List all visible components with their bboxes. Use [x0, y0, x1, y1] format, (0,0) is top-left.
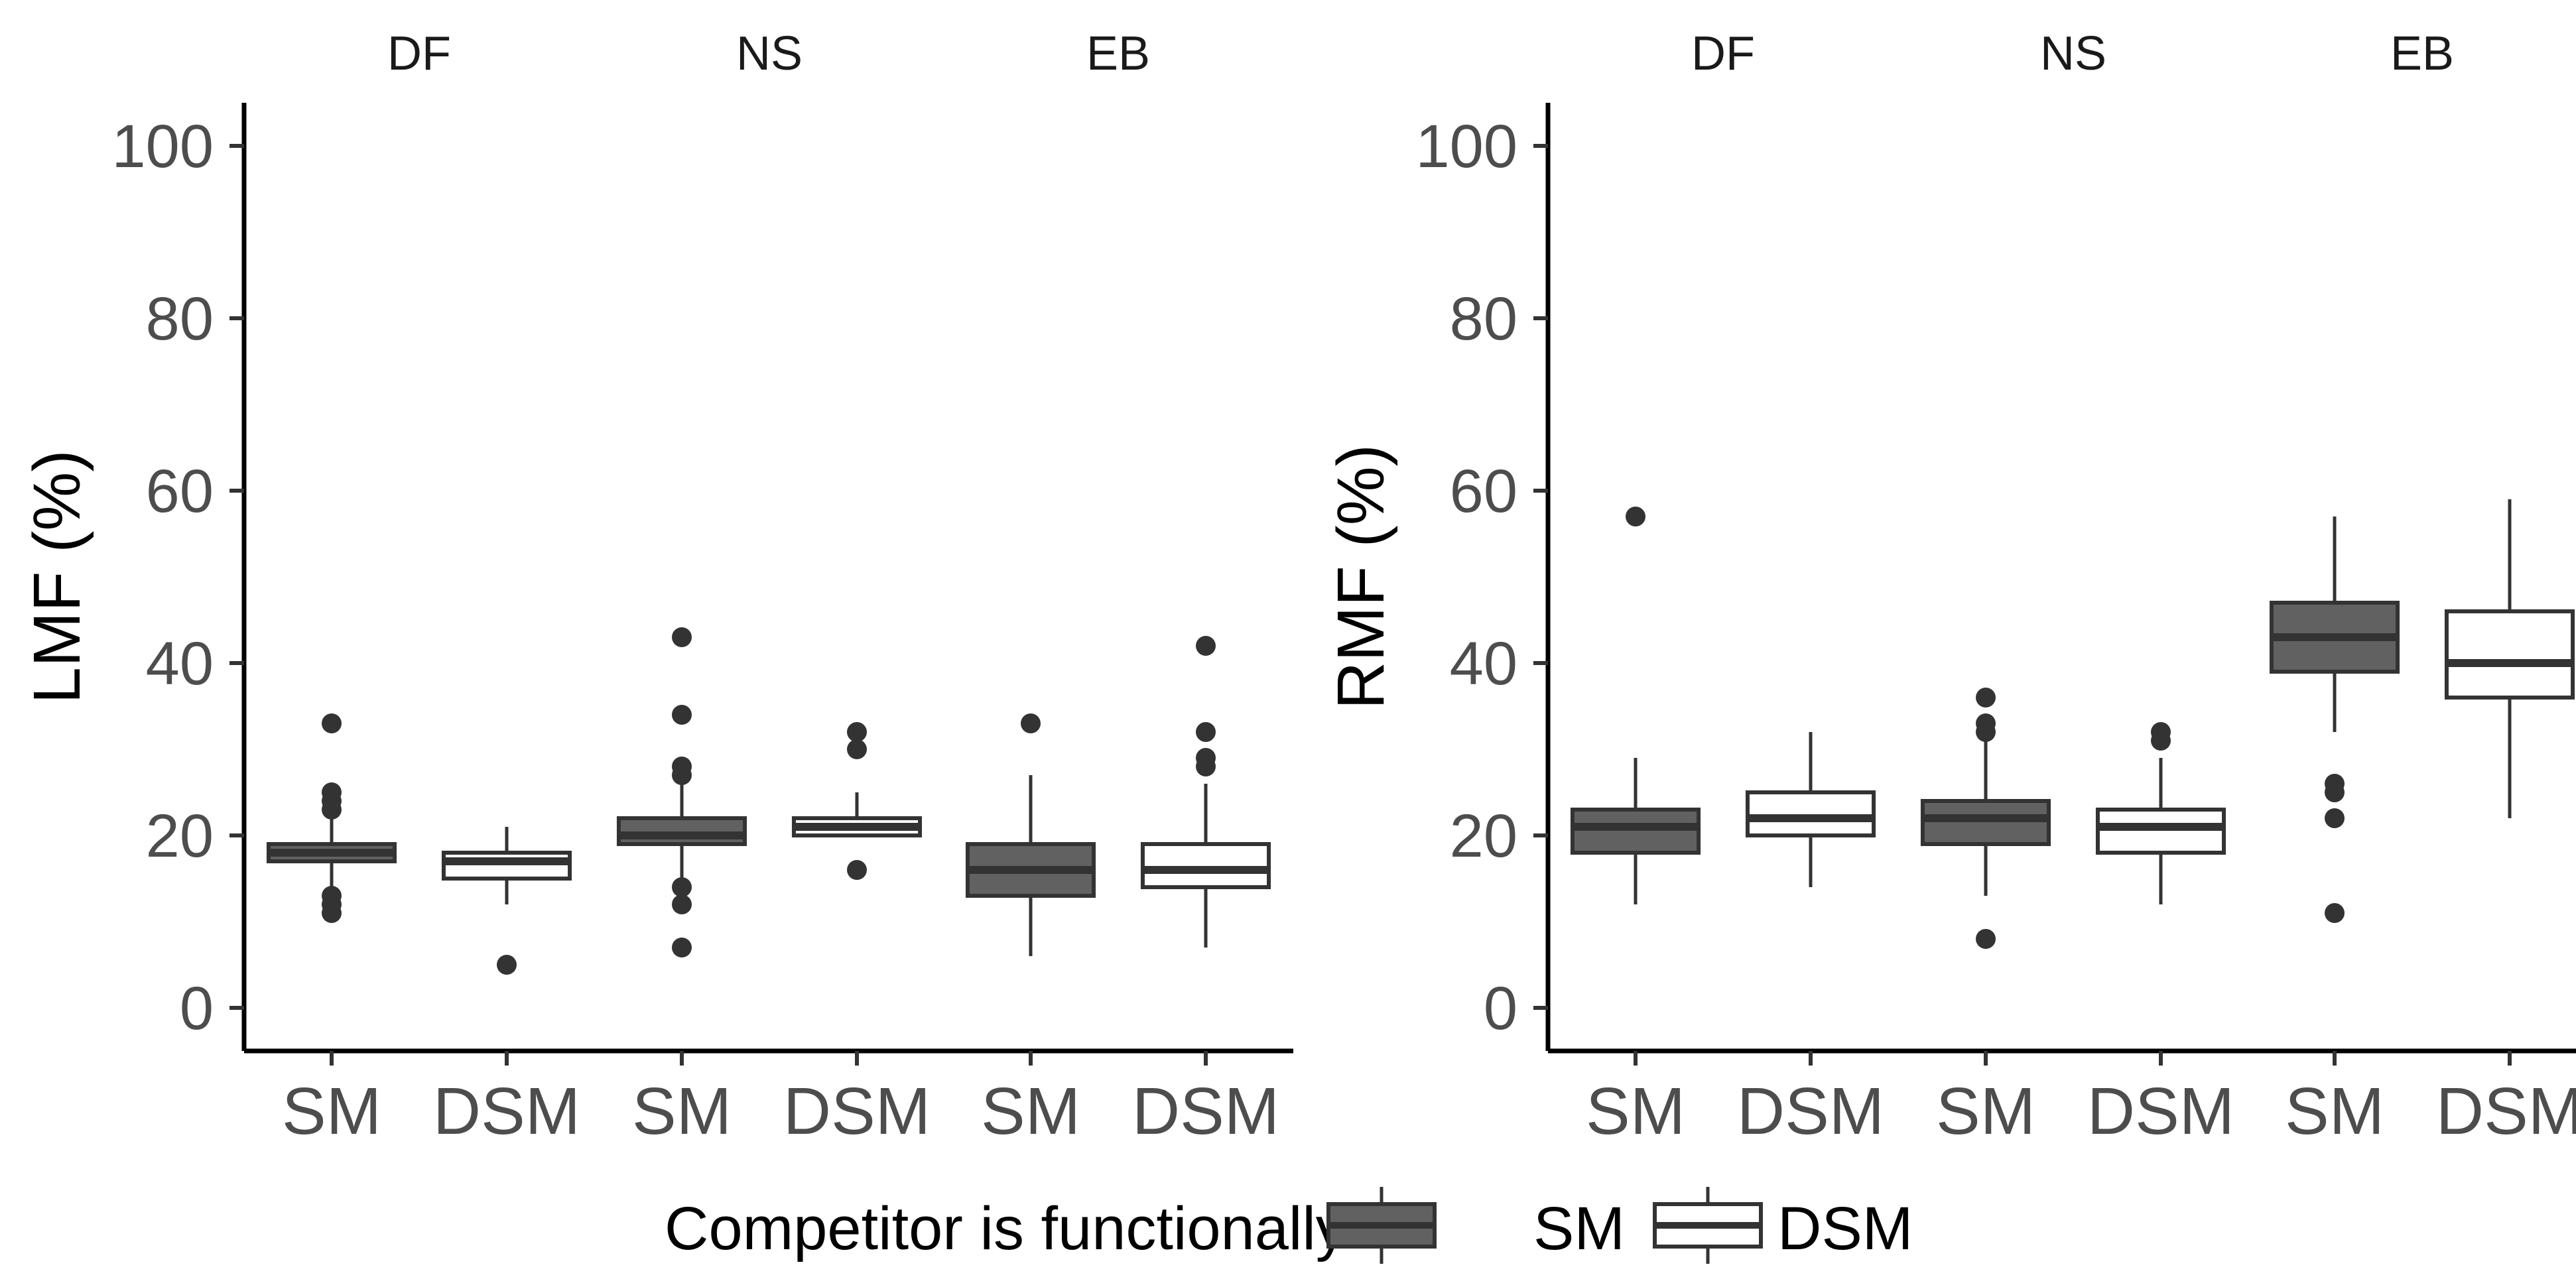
panel-label-rmf-ns: NS — [2040, 27, 2106, 80]
box-rect-rmf-eb-dsm — [2444, 609, 2575, 700]
x-tick-label-rmf-eb-dsm: DSM — [2436, 1074, 2576, 1148]
outlier-lmf-ns-dsm-1 — [847, 739, 867, 759]
y-tick-label-rmf-60: 60 — [1450, 458, 1517, 525]
outlier-lmf-df-sm-5 — [322, 782, 342, 802]
panel-rmf-eb: EB SM DSM — [2247, 27, 2576, 1148]
panel-label-lmf-eb: EB — [1086, 27, 1150, 80]
panel-lmf-ns: NS SM DSM — [594, 27, 944, 1148]
outlier-lmf-eb-sm-0 — [1021, 713, 1041, 733]
box-rmf-ns-dsm: DSM — [2087, 722, 2234, 1148]
outlier-lmf-ns-sm-1 — [672, 894, 692, 914]
y-tick-label-rmf-20: 20 — [1450, 802, 1517, 870]
outlier-rmf-ns-sm-3 — [1976, 688, 1996, 707]
x-tick-label-lmf-eb-sm: SM — [981, 1074, 1080, 1148]
y-tick-label-lmf-80: 80 — [146, 285, 214, 353]
outlier-lmf-ns-sm-0 — [672, 938, 692, 957]
box-rect-rmf-ns-dsm — [2095, 808, 2226, 855]
y-tick-label-lmf-100: 100 — [112, 113, 214, 180]
outlier-rmf-ns-dsm-1 — [2151, 722, 2171, 742]
outlier-lmf-ns-sm-2 — [672, 877, 692, 897]
x-tick-label-rmf-df-dsm: DSM — [1737, 1074, 1884, 1148]
panel-label-rmf-eb: EB — [2390, 27, 2454, 80]
y-axis-label-rmf: RMF (%) — [1324, 444, 1398, 709]
y-tick-label-rmf-100: 100 — [1416, 113, 1518, 180]
outlier-lmf-ns-dsm-2 — [847, 722, 867, 742]
box-rmf-eb-sm: SM — [2269, 517, 2400, 1148]
outlier-lmf-eb-dsm-3 — [1196, 636, 1216, 656]
legend-label-dsm: DSM — [1777, 1195, 1913, 1262]
x-tick-label-lmf-df-sm: SM — [282, 1074, 381, 1148]
outlier-rmf-ns-sm-0 — [1976, 929, 1996, 949]
plots: 0 20 40 60 80 100 LMF (%) DF SM DSM NS SM DSM EB SM DSM… — [20, 27, 2576, 1148]
y-tick-label-lmf-0: 0 — [180, 975, 214, 1042]
legend-title: Competitor is functionally — [665, 1195, 1346, 1262]
y-tick-label-lmf-20: 20 — [146, 802, 214, 870]
box-rect-rmf-ns-sm — [1920, 799, 2051, 846]
outlier-lmf-ns-sm-6 — [672, 627, 692, 647]
legend-key-sm — [1326, 1187, 1437, 1264]
panel-lmf-eb: EB SM DSM — [943, 27, 1293, 1148]
outlier-lmf-ns-sm-4 — [672, 757, 692, 776]
y-axis-label-lmf: LMF (%) — [20, 450, 94, 704]
y-tick-label-lmf-60: 60 — [146, 458, 214, 525]
x-tick-label-rmf-df-sm: SM — [1586, 1074, 1685, 1148]
outlier-lmf-ns-sm-5 — [672, 705, 692, 725]
box-lmf-eb-dsm: DSM — [1132, 636, 1279, 1148]
panel-label-lmf-ns: NS — [736, 27, 803, 80]
y-tick-label-lmf-40: 40 — [146, 630, 214, 698]
y-tick-label-rmf-0: 0 — [1484, 975, 1517, 1042]
box-rect-rmf-df-sm — [1570, 808, 1701, 855]
y-tick-label-rmf-80: 80 — [1450, 285, 1517, 353]
outlier-lmf-df-dsm-0 — [497, 955, 517, 975]
legend-key-dsm — [1653, 1187, 1763, 1264]
box-rmf-ns-sm: SM — [1920, 688, 2051, 1148]
x-tick-label-lmf-ns-sm: SM — [632, 1074, 732, 1148]
legend-label-sm: SM — [1533, 1195, 1625, 1262]
outlier-rmf-df-sm-0 — [1626, 507, 1645, 526]
outlier-lmf-eb-dsm-1 — [1196, 748, 1216, 768]
panel-label-lmf-df: DF — [387, 27, 451, 80]
outlier-rmf-eb-sm-1 — [2325, 808, 2345, 828]
x-tick-label-lmf-eb-dsm: DSM — [1132, 1074, 1279, 1148]
box-rect-lmf-df-dsm — [441, 851, 572, 881]
x-tick-label-lmf-ns-dsm: DSM — [783, 1074, 931, 1148]
outlier-rmf-eb-sm-0 — [2325, 903, 2345, 923]
box-rmf-df-sm: SM — [1570, 507, 1701, 1148]
x-tick-label-rmf-ns-dsm: DSM — [2087, 1074, 2234, 1148]
outlier-rmf-eb-sm-3 — [2325, 774, 2345, 794]
box-lmf-ns-dsm: DSM — [783, 722, 931, 1148]
x-tick-label-rmf-ns-sm: SM — [1936, 1074, 2035, 1148]
panel-rmf-df: DF SM DSM — [1548, 27, 1898, 1148]
panel-rmf-ns: NS SM DSM — [1898, 27, 2248, 1148]
box-rmf-df-dsm: DSM — [1737, 732, 1884, 1148]
outlier-lmf-ns-dsm-0 — [847, 860, 867, 880]
box-rmf-eb-dsm: DSM — [2436, 499, 2576, 1148]
box-lmf-eb-sm: SM — [965, 713, 1096, 1148]
outlier-lmf-df-sm-2 — [322, 886, 342, 906]
y-tick-label-rmf-40: 40 — [1450, 630, 1517, 698]
box-rect-rmf-df-dsm — [1745, 790, 1876, 837]
box-rect-lmf-eb-dsm — [1140, 842, 1271, 889]
box-lmf-df-sm: SM — [266, 713, 397, 1148]
box-lmf-df-dsm: DSM — [433, 827, 580, 1148]
x-tick-label-rmf-eb-sm: SM — [2285, 1074, 2384, 1148]
outlier-rmf-ns-sm-2 — [1976, 713, 1996, 733]
panel-label-rmf-df: DF — [1691, 27, 1755, 80]
outlier-lmf-df-sm-6 — [322, 713, 342, 733]
outlier-lmf-eb-dsm-2 — [1196, 722, 1216, 742]
panel-lmf-df: DF SM DSM — [244, 27, 594, 1148]
x-tick-label-lmf-df-dsm: DSM — [433, 1074, 580, 1148]
subplot-rmf: 0 20 40 60 80 100 RMF (%) DF SM DSM NS SM DSM EB SM DSM — [1324, 27, 2576, 1148]
box-rect-lmf-ns-sm — [616, 816, 747, 846]
subplot-lmf: 0 20 40 60 80 100 LMF (%) DF SM DSM NS SM DSM EB SM DSM — [20, 27, 1293, 1148]
legend: Competitor is functionally SM DSM — [665, 1187, 1913, 1264]
box-lmf-ns-sm: SM — [616, 627, 747, 1148]
